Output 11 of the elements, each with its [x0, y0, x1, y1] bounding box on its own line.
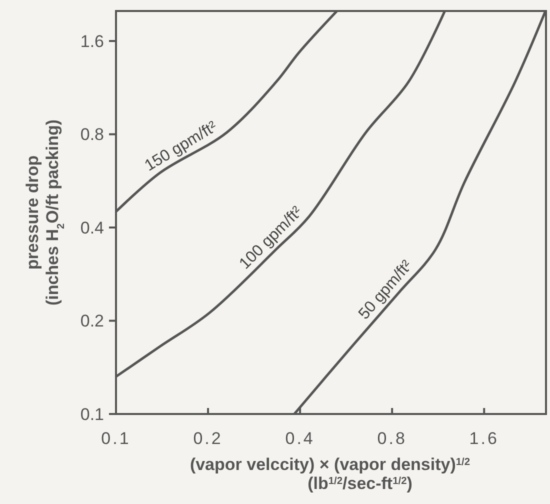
x-tick-label: 0.2: [193, 429, 223, 448]
text: (vapor velccity) × (vapor density)$^{1/2}$ (lb$^{1/2}$/sec-ft$^{1/2}$): [190, 455, 470, 493]
y-tick-label: 0.4: [80, 218, 104, 238]
y-tick-label: 0.1: [80, 404, 104, 424]
y-tick-label: 1.6: [80, 32, 104, 51]
x-tick-label: 1.6: [469, 429, 499, 448]
x-tick-label: 0.1: [101, 429, 131, 448]
y-tick-label: 0.8: [80, 125, 104, 144]
x-tick-label: 0.4: [285, 429, 315, 448]
x-tick-label: 0.8: [377, 429, 407, 448]
y-tick-label: 0.2: [80, 312, 104, 331]
